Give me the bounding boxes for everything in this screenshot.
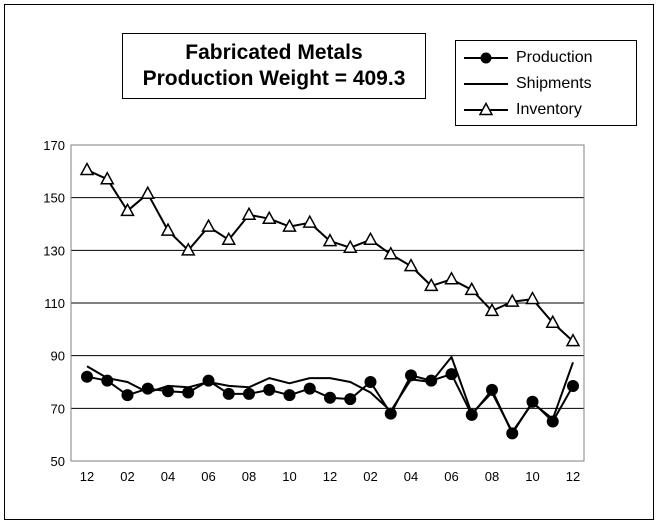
legend-swatch-inventory: [464, 101, 508, 116]
chart-legend: Production Shipments Inventory: [455, 40, 637, 126]
legend-swatch-shipments: [464, 83, 508, 85]
legend-item-inventory: Inventory: [456, 100, 636, 120]
legend-item-production: Production: [456, 48, 636, 68]
chart-title-line-2: Production Weight = 409.3: [142, 67, 406, 90]
chart-title: Fabricated Metals Production Weight = 40…: [122, 33, 426, 99]
legend-label-inventory: Inventory: [516, 101, 582, 118]
legend-swatch-production: [464, 52, 508, 64]
legend-item-shipments: Shipments: [456, 74, 636, 94]
chart-title-line-1: Fabricated Metals: [185, 41, 363, 64]
legend-label-shipments: Shipments: [516, 75, 592, 92]
legend-label-production: Production: [516, 49, 593, 66]
